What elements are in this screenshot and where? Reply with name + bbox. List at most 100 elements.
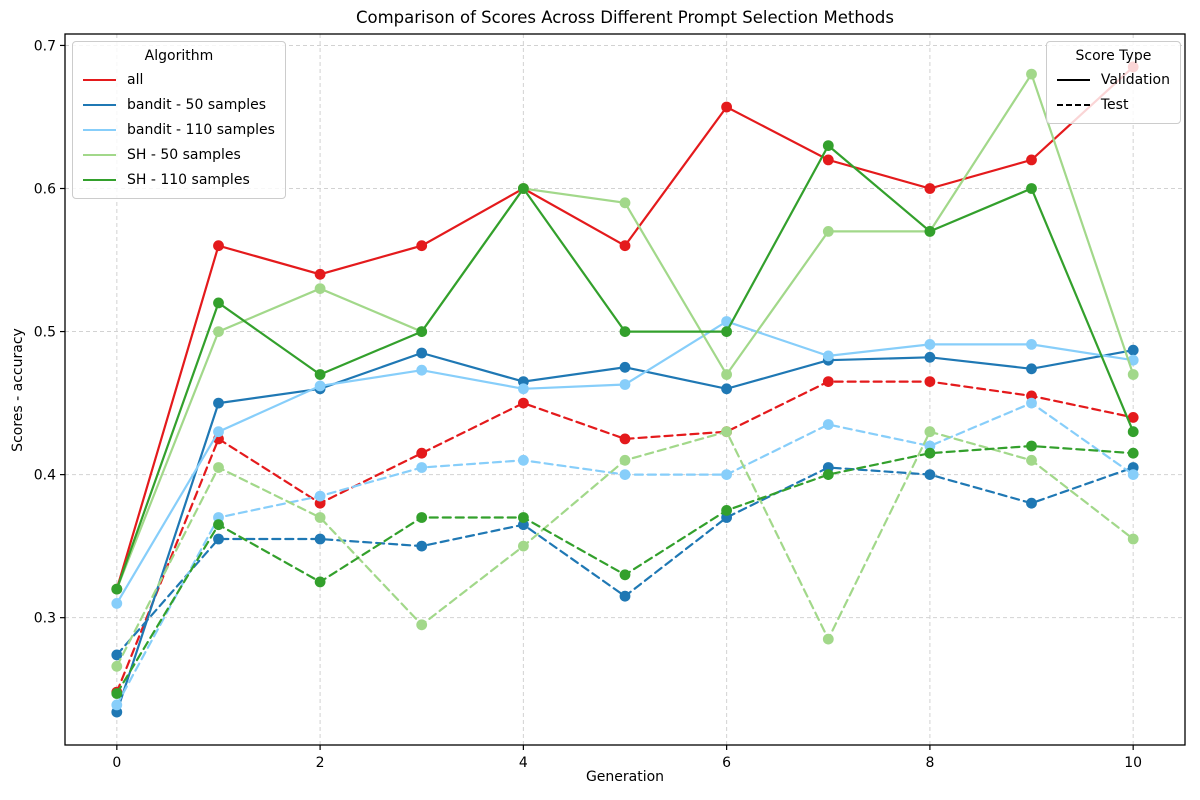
data-point (518, 383, 529, 395)
data-point (1127, 412, 1139, 423)
algorithm-legend-label: bandit - 110 samples (127, 121, 275, 138)
legend-scoretype: Score Type Validation Test (1045, 41, 1181, 124)
data-point (416, 364, 428, 376)
data-point (619, 469, 631, 480)
x-tick-label: 6 (722, 755, 731, 771)
series-line-bandit-50samples-test (115, 466, 1135, 656)
y-tick-label: 0.6 (34, 182, 56, 198)
scoretype-legend-label: Validation (1100, 71, 1170, 88)
x-axis-label: Generation (586, 769, 664, 785)
data-point (1127, 447, 1139, 459)
scoretype-legend-item: Validation (1056, 67, 1170, 92)
data-point (314, 490, 326, 502)
data-point (416, 619, 428, 631)
data-point (111, 660, 123, 672)
data-point (314, 533, 326, 545)
data-point (619, 454, 631, 466)
scoretype-legend-swatch (1056, 78, 1090, 81)
data-point (822, 140, 834, 152)
data-point (721, 101, 732, 113)
algorithm-legend-label: all (127, 71, 144, 88)
data-point (213, 426, 224, 438)
data-point (619, 433, 631, 445)
data-point (721, 426, 732, 438)
data-point (924, 469, 936, 480)
scoretype-legend-item: Test (1056, 92, 1170, 117)
x-tick-label: 8 (925, 755, 934, 771)
data-point (822, 154, 834, 166)
data-point (1127, 426, 1139, 438)
data-point (314, 283, 326, 294)
data-point (111, 649, 123, 661)
data-point (314, 268, 326, 280)
x-tick-label: 10 (1124, 755, 1142, 771)
data-point (1127, 469, 1139, 480)
data-point (822, 376, 834, 387)
x-tick-label: 4 (519, 755, 528, 771)
algorithm-legend-label: SH - 50 samples (127, 146, 241, 163)
data-point (213, 240, 224, 252)
data-point (1127, 344, 1139, 356)
data-point (111, 598, 123, 609)
y-tick-label: 0.7 (34, 38, 56, 54)
legend-algorithm-title: Algorithm (144, 48, 214, 64)
scoretype-legend-swatch (1056, 103, 1090, 106)
data-point (924, 339, 936, 350)
data-point (213, 533, 224, 545)
data-point (314, 380, 326, 392)
data-point (822, 350, 834, 362)
chart-title: Comparison of Scores Across Different Pr… (356, 8, 894, 27)
data-point (924, 426, 936, 438)
data-point (213, 519, 224, 531)
data-point (619, 569, 631, 581)
data-point (721, 505, 732, 516)
algorithm-legend-swatch (83, 153, 116, 156)
data-point (416, 326, 428, 337)
series-line-SH-50samples-test (115, 430, 1135, 668)
data-point (1026, 363, 1037, 375)
data-point (822, 419, 834, 430)
data-point (1026, 154, 1037, 166)
algorithm-legend-swatch (83, 103, 116, 106)
data-series (111, 61, 1139, 718)
data-point (822, 469, 834, 480)
axes: 0.3 0.4 0.5 0.6 0.7 0 2 4 6 8 10 (34, 33, 1186, 771)
data-point (1026, 397, 1037, 409)
data-point (213, 297, 224, 309)
algorithm-legend-item: SH - 50 samples (83, 142, 275, 167)
algorithm-legend-item: all (83, 67, 275, 92)
algorithm-legend-label: SH - 110 samples (127, 171, 250, 188)
data-point (416, 447, 428, 459)
data-point (518, 512, 529, 523)
y-tick-label: 0.4 (34, 468, 56, 484)
data-point (721, 326, 732, 337)
data-point (518, 183, 529, 194)
data-point (111, 583, 123, 595)
y-tick-label: 0.5 (34, 325, 56, 341)
data-point (721, 316, 732, 327)
data-point (1127, 533, 1139, 545)
algorithm-legend-swatch (83, 78, 116, 81)
data-point (518, 454, 529, 466)
y-axis-label: Scores - accuracy (10, 328, 26, 452)
legend-scoretype-title: Score Type (1075, 48, 1152, 64)
data-point (1026, 440, 1037, 452)
series-line-all-test (115, 380, 1135, 694)
data-point (619, 590, 631, 602)
algorithm-legend-swatch (83, 178, 116, 181)
data-point (619, 379, 631, 390)
data-point (924, 447, 936, 459)
data-point (314, 369, 326, 380)
x-tick-label: 2 (316, 755, 325, 771)
data-point (1026, 497, 1037, 509)
algorithm-legend-label: bandit - 50 samples (127, 96, 267, 113)
legend-algorithm: Algorithm all bandit - 50 samples bandit -… (72, 41, 286, 199)
data-point (924, 226, 936, 237)
data-point (213, 326, 224, 337)
data-point (1127, 369, 1139, 380)
data-point (416, 462, 428, 473)
data-point (416, 347, 428, 359)
data-point (1127, 354, 1139, 366)
